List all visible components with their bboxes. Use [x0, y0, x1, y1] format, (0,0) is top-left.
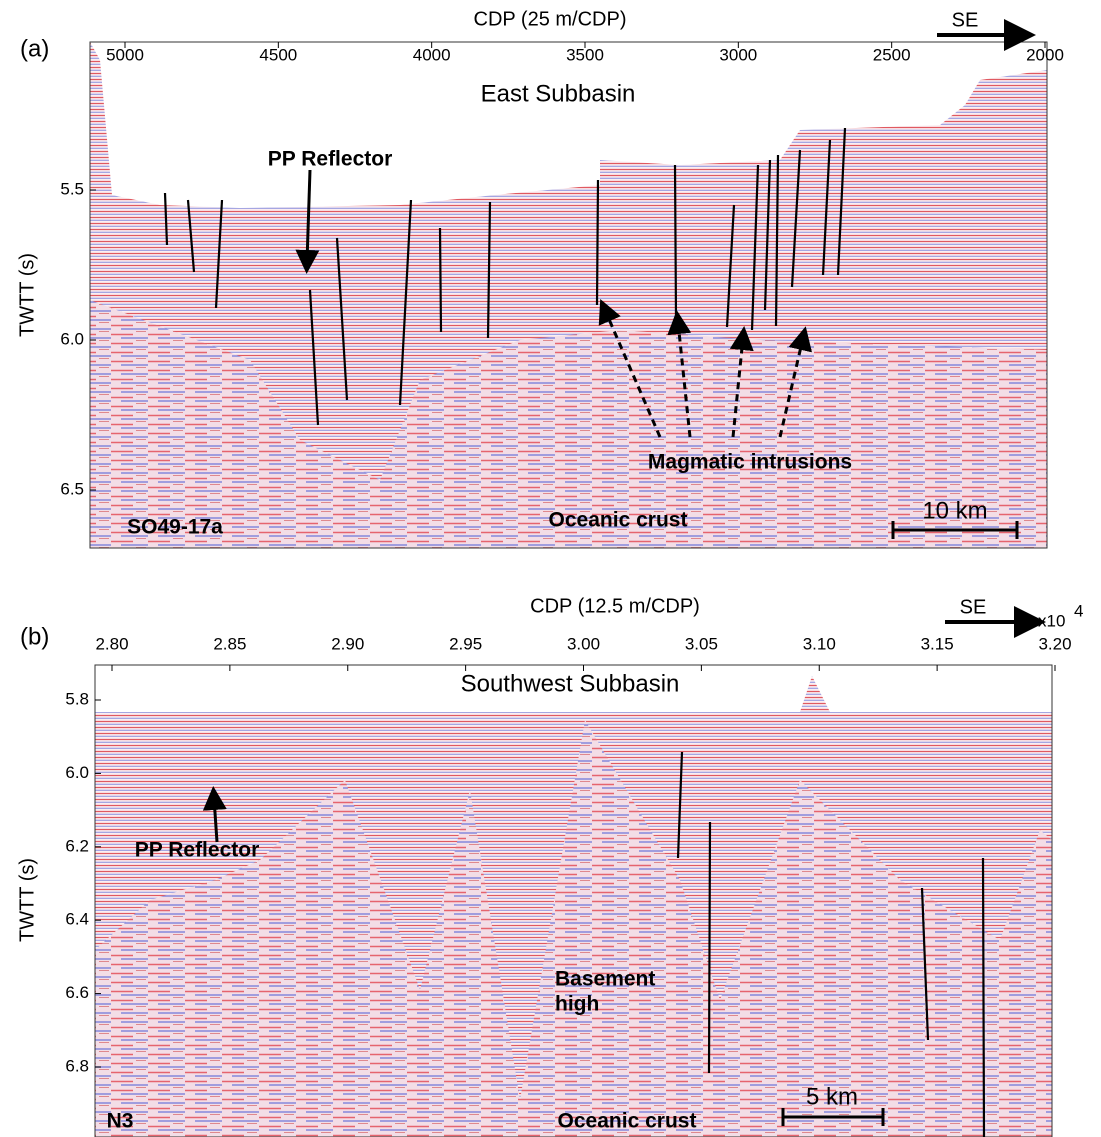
- y-axis-title: TWTT (s): [16, 253, 38, 337]
- y-tick-label: 6.0: [65, 763, 89, 782]
- y-tick-label: 6.0: [60, 329, 84, 348]
- x-tick-label: 3000: [719, 45, 757, 64]
- x-tick-label: 2.80: [95, 634, 128, 653]
- annotation: Oceanic crust: [558, 1110, 697, 1133]
- x-tick-label: 2500: [873, 45, 911, 64]
- fault: [673, 164, 678, 319]
- line-name: SO49-17a: [127, 516, 223, 539]
- annotation: PP Reflector: [135, 839, 260, 862]
- y-tick-label: 6.5: [60, 479, 84, 498]
- annotation: Magmatic intrusions: [648, 451, 852, 474]
- fault: [981, 857, 986, 1137]
- fault: [438, 227, 443, 333]
- panel: 2.80 2.85 2.90 2.95 3.00 3.05 3.10 3.15 3.20 5.8 6…: [16, 595, 1083, 1137]
- plot-frame: [94, 664, 1053, 1137]
- x-tick-label: 4000: [413, 45, 451, 64]
- direction-label: SE: [952, 9, 979, 31]
- x-tick-label: 3.10: [803, 634, 836, 653]
- x-tick-label: 3.20: [1038, 634, 1071, 653]
- direction-label: SE: [960, 596, 987, 618]
- x-tick-label: 5000: [106, 45, 144, 64]
- annotation: Oceanic crust: [549, 509, 688, 532]
- y-tick-label: 6.2: [65, 836, 89, 855]
- x-tick-label: 3.05: [685, 634, 718, 653]
- x-axis-title: CDP (12.5 m/CDP): [530, 595, 700, 617]
- y-tick-label: 6.4: [65, 910, 89, 929]
- x-tick-label: 2000: [1026, 45, 1064, 64]
- fault: [707, 821, 712, 1074]
- fault: [725, 204, 736, 328]
- x-tick-label: 2.90: [331, 634, 364, 653]
- x-tick-label: 3500: [566, 45, 604, 64]
- annotation-arrow: [778, 326, 812, 438]
- y-tick-label: 5.8: [65, 689, 89, 708]
- panel-label: (b): [20, 623, 49, 650]
- x-tick-label: 4500: [259, 45, 297, 64]
- annotation: Basement: [555, 968, 655, 991]
- x-tick-label: 2.95: [449, 634, 482, 653]
- fault: [486, 201, 492, 339]
- panel-label: (a): [20, 35, 49, 62]
- fault: [821, 139, 832, 276]
- water-column: [90, 42, 1047, 208]
- annotation-arrow: [667, 310, 692, 438]
- fault: [750, 164, 760, 331]
- fault: [214, 199, 224, 309]
- fault: [308, 289, 320, 426]
- x-tick-label: 2.85: [213, 634, 246, 653]
- fault: [836, 127, 847, 276]
- basement-reflections: [90, 300, 1047, 548]
- fault: [774, 154, 780, 327]
- scale-bar-label: 10 km: [922, 497, 987, 524]
- fault: [163, 192, 169, 246]
- y-tick-label: 5.5: [60, 179, 84, 198]
- annotation: high: [555, 993, 599, 1016]
- fault: [186, 199, 196, 273]
- fault: [595, 179, 600, 306]
- fault: [763, 159, 772, 311]
- region-label: East Subbasin: [481, 80, 636, 107]
- x-multiplier-exponent: 4: [1074, 601, 1083, 620]
- y-tick-label: 6.6: [65, 983, 89, 1002]
- plot-frame: [89, 41, 1048, 549]
- water-column: [95, 665, 1052, 712]
- line-name: N3: [107, 1110, 134, 1133]
- fault: [790, 149, 802, 288]
- x-tick-label: 3.00: [567, 634, 600, 653]
- y-tick-label: 6.8: [65, 1056, 89, 1075]
- x-multiplier: x10: [1038, 611, 1065, 630]
- region-label: Southwest Subbasin: [461, 670, 680, 697]
- y-axis-title: TWTT (s): [16, 858, 38, 942]
- panel: 5000 4500 4000 3500 3000 2500 2000 5.5 6.0 6.5 (a)…: [16, 8, 1064, 549]
- annotation-arrow: [202, 786, 227, 843]
- annotation-arrow: [729, 326, 754, 438]
- scale-bar-label: 5 km: [806, 1083, 858, 1110]
- annotation: PP Reflector: [268, 148, 393, 171]
- fault: [398, 199, 413, 406]
- basement-reflections: [95, 720, 1052, 1137]
- annotation-arrow: [295, 169, 320, 274]
- fault: [335, 237, 349, 401]
- fault: [676, 751, 684, 859]
- fault: [920, 887, 930, 1041]
- x-tick-label: 3.15: [921, 634, 954, 653]
- x-axis-title: CDP (25 m/CDP): [474, 8, 627, 30]
